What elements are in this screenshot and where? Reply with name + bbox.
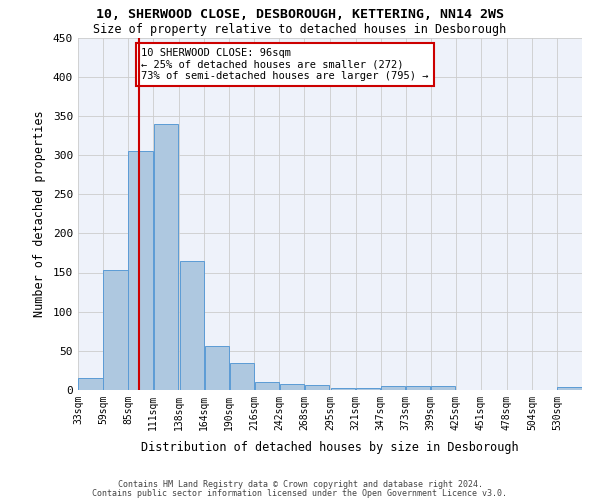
Text: Contains public sector information licensed under the Open Government Licence v3: Contains public sector information licen… [92,488,508,498]
Bar [79,378,103,390]
Bar [255,382,279,390]
Text: Contains HM Land Registry data © Crown copyright and database right 2024.: Contains HM Land Registry data © Crown c… [118,480,482,489]
Text: Size of property relative to detached houses in Desborough: Size of property relative to detached ho… [94,22,506,36]
Bar [381,386,405,390]
Bar [356,388,380,390]
Bar [331,388,355,390]
Bar [154,124,178,390]
X-axis label: Distribution of detached houses by size in Desborough: Distribution of detached houses by size … [141,441,519,454]
Text: 10 SHERWOOD CLOSE: 96sqm
← 25% of detached houses are smaller (272)
73% of semi-: 10 SHERWOOD CLOSE: 96sqm ← 25% of detach… [141,48,429,82]
Y-axis label: Number of detached properties: Number of detached properties [33,110,46,317]
Bar [280,384,304,390]
Bar [103,270,128,390]
Bar [205,346,229,390]
Bar [230,364,254,390]
Text: 10, SHERWOOD CLOSE, DESBOROUGH, KETTERING, NN14 2WS: 10, SHERWOOD CLOSE, DESBOROUGH, KETTERIN… [96,8,504,20]
Bar [557,387,581,390]
Bar [431,386,455,390]
Bar [179,261,204,390]
Bar [406,386,430,390]
Bar [128,151,153,390]
Bar [305,386,329,390]
